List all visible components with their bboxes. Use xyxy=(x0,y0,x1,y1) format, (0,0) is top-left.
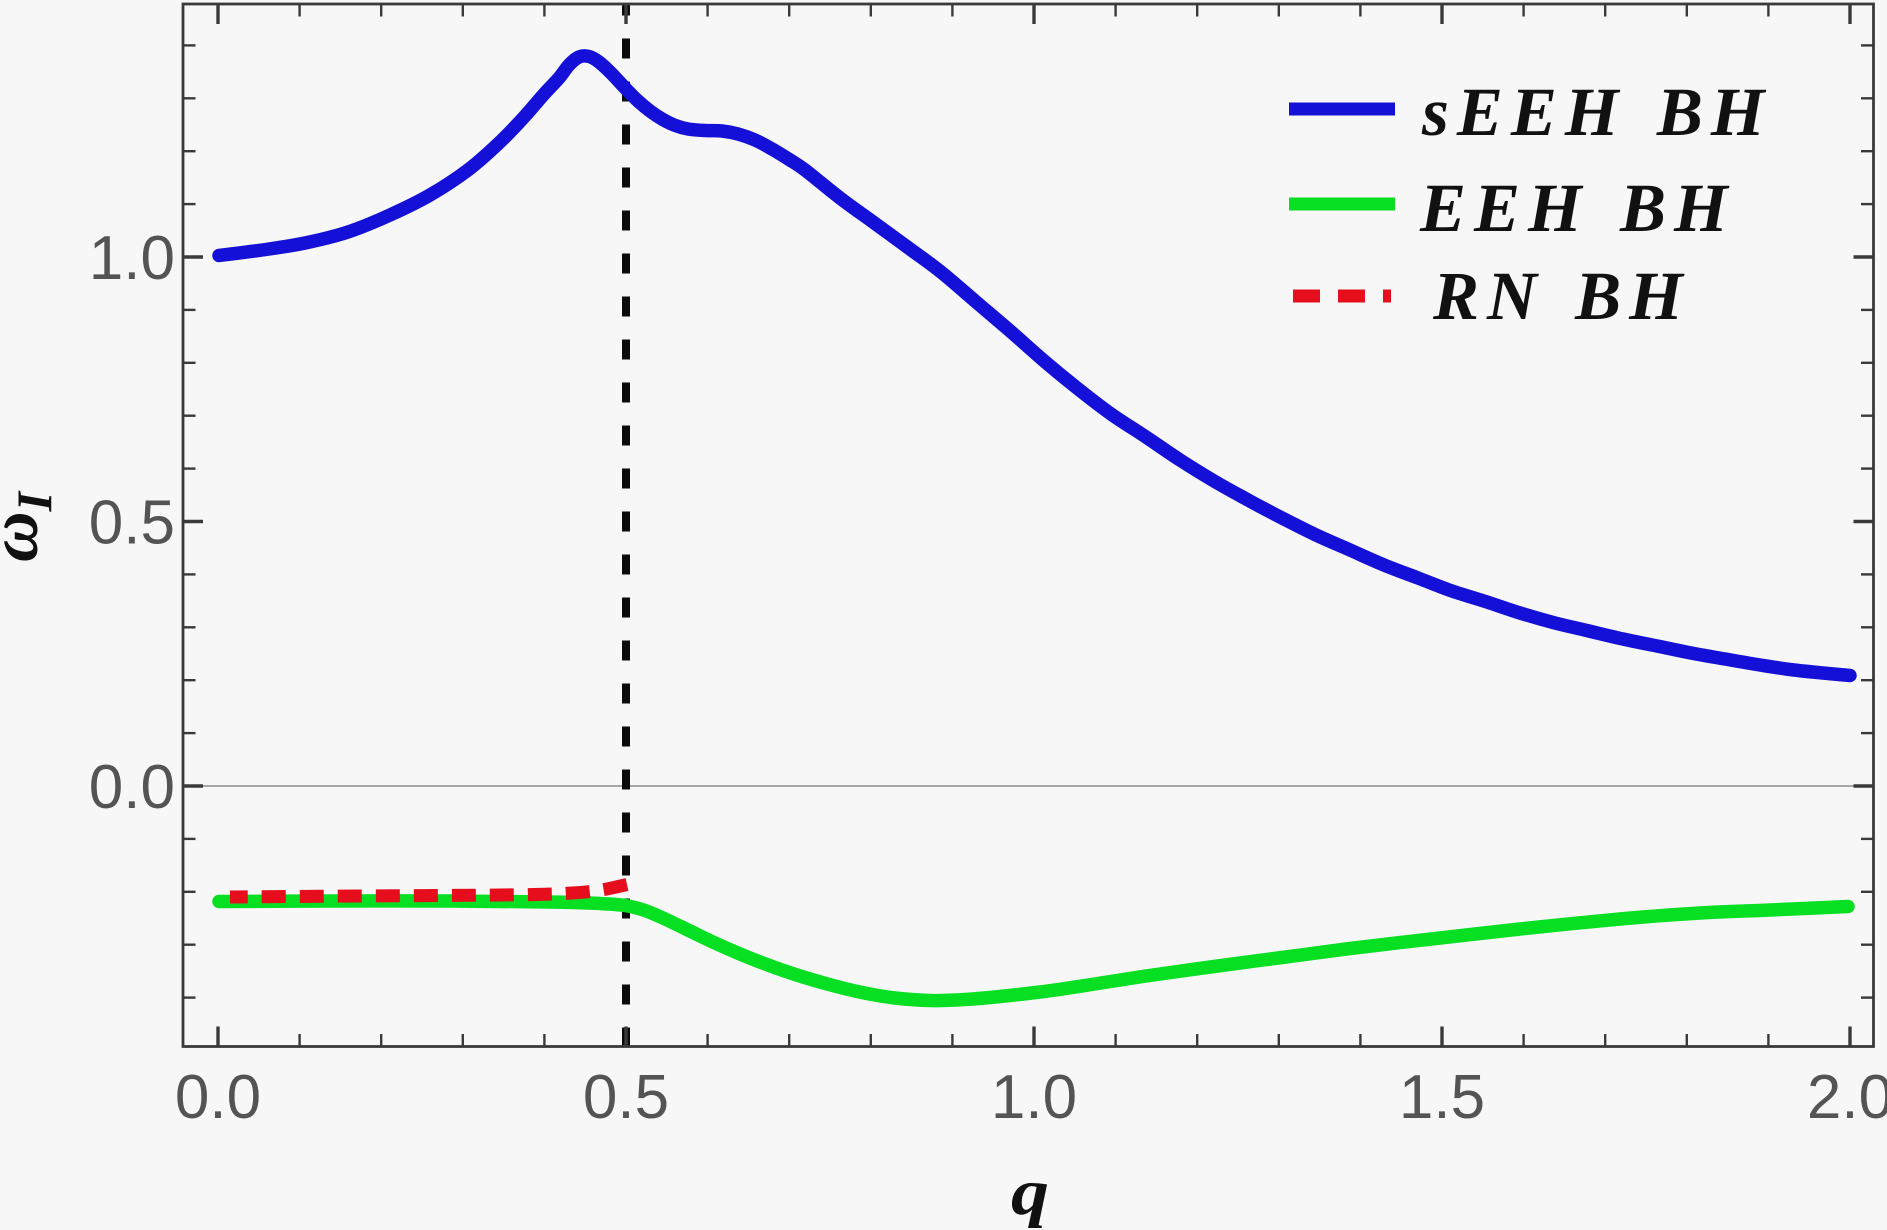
svg-text:0.0: 0.0 xyxy=(175,1063,261,1132)
svg-text:EEH BH: EEH BH xyxy=(1419,170,1736,246)
svg-text:0.5: 0.5 xyxy=(583,1063,669,1132)
svg-text:1.0: 1.0 xyxy=(89,224,175,293)
svg-text:1.0: 1.0 xyxy=(991,1063,1077,1132)
svg-text:2.0: 2.0 xyxy=(1807,1063,1887,1132)
svg-text:sEEH BH: sEEH BH xyxy=(1421,74,1773,150)
svg-text:0.5: 0.5 xyxy=(89,489,175,558)
svg-text:q: q xyxy=(1011,1156,1049,1229)
svg-text:RN BH: RN BH xyxy=(1432,258,1691,334)
svg-text:1.5: 1.5 xyxy=(1399,1063,1485,1132)
svg-text:ωI: ωI xyxy=(0,490,62,562)
svg-text:0.0: 0.0 xyxy=(89,753,175,822)
